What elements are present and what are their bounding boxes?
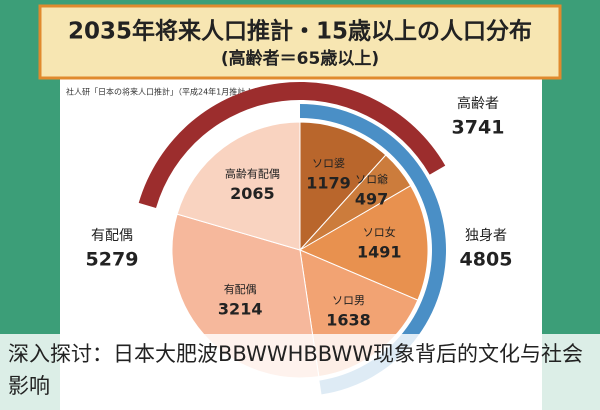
pie-slice bbox=[176, 121, 301, 251]
slice-value: 497 bbox=[355, 189, 388, 208]
title-box bbox=[38, 4, 562, 80]
source: 社人研「日本の将来人口推計」（平成24年1月推計より） bbox=[66, 87, 269, 97]
group-value: 5279 bbox=[86, 249, 139, 271]
slice-value: 1491 bbox=[357, 243, 402, 262]
group-ring bbox=[138, 81, 446, 208]
pie-slice bbox=[299, 121, 387, 252]
slice-value: 3214 bbox=[218, 300, 263, 319]
group-label: 独身者 bbox=[465, 228, 507, 244]
slice-label: ソロ男 bbox=[332, 294, 365, 307]
group-label: 有配偶 bbox=[91, 228, 133, 244]
slice-label: 高齢有配偶 bbox=[225, 167, 280, 181]
slice-label: ソロ女 bbox=[363, 225, 396, 239]
group-value: 3741 bbox=[452, 117, 505, 139]
slice-value: 1638 bbox=[326, 310, 371, 329]
slice-label: ソロ婆 bbox=[312, 157, 345, 170]
slice-label: ソロ爺 bbox=[355, 172, 388, 186]
group-label: 高齢者 bbox=[457, 95, 499, 112]
chart-title: 2035年将来人口推計・15歳以上の人口分布 bbox=[68, 18, 532, 45]
group-value: 4805 bbox=[460, 249, 513, 271]
caption: 深入探讨：日本大肥波BBWWHBBWW现象背后的文化与社会影响 bbox=[0, 334, 600, 410]
slice-label: 有配偶 bbox=[224, 282, 257, 296]
chart-subtitle: (高齢者＝65歳以上) bbox=[221, 48, 379, 69]
slice-value: 1179 bbox=[306, 173, 351, 192]
pie-slice bbox=[298, 184, 429, 301]
slice-value: 2065 bbox=[230, 184, 275, 203]
